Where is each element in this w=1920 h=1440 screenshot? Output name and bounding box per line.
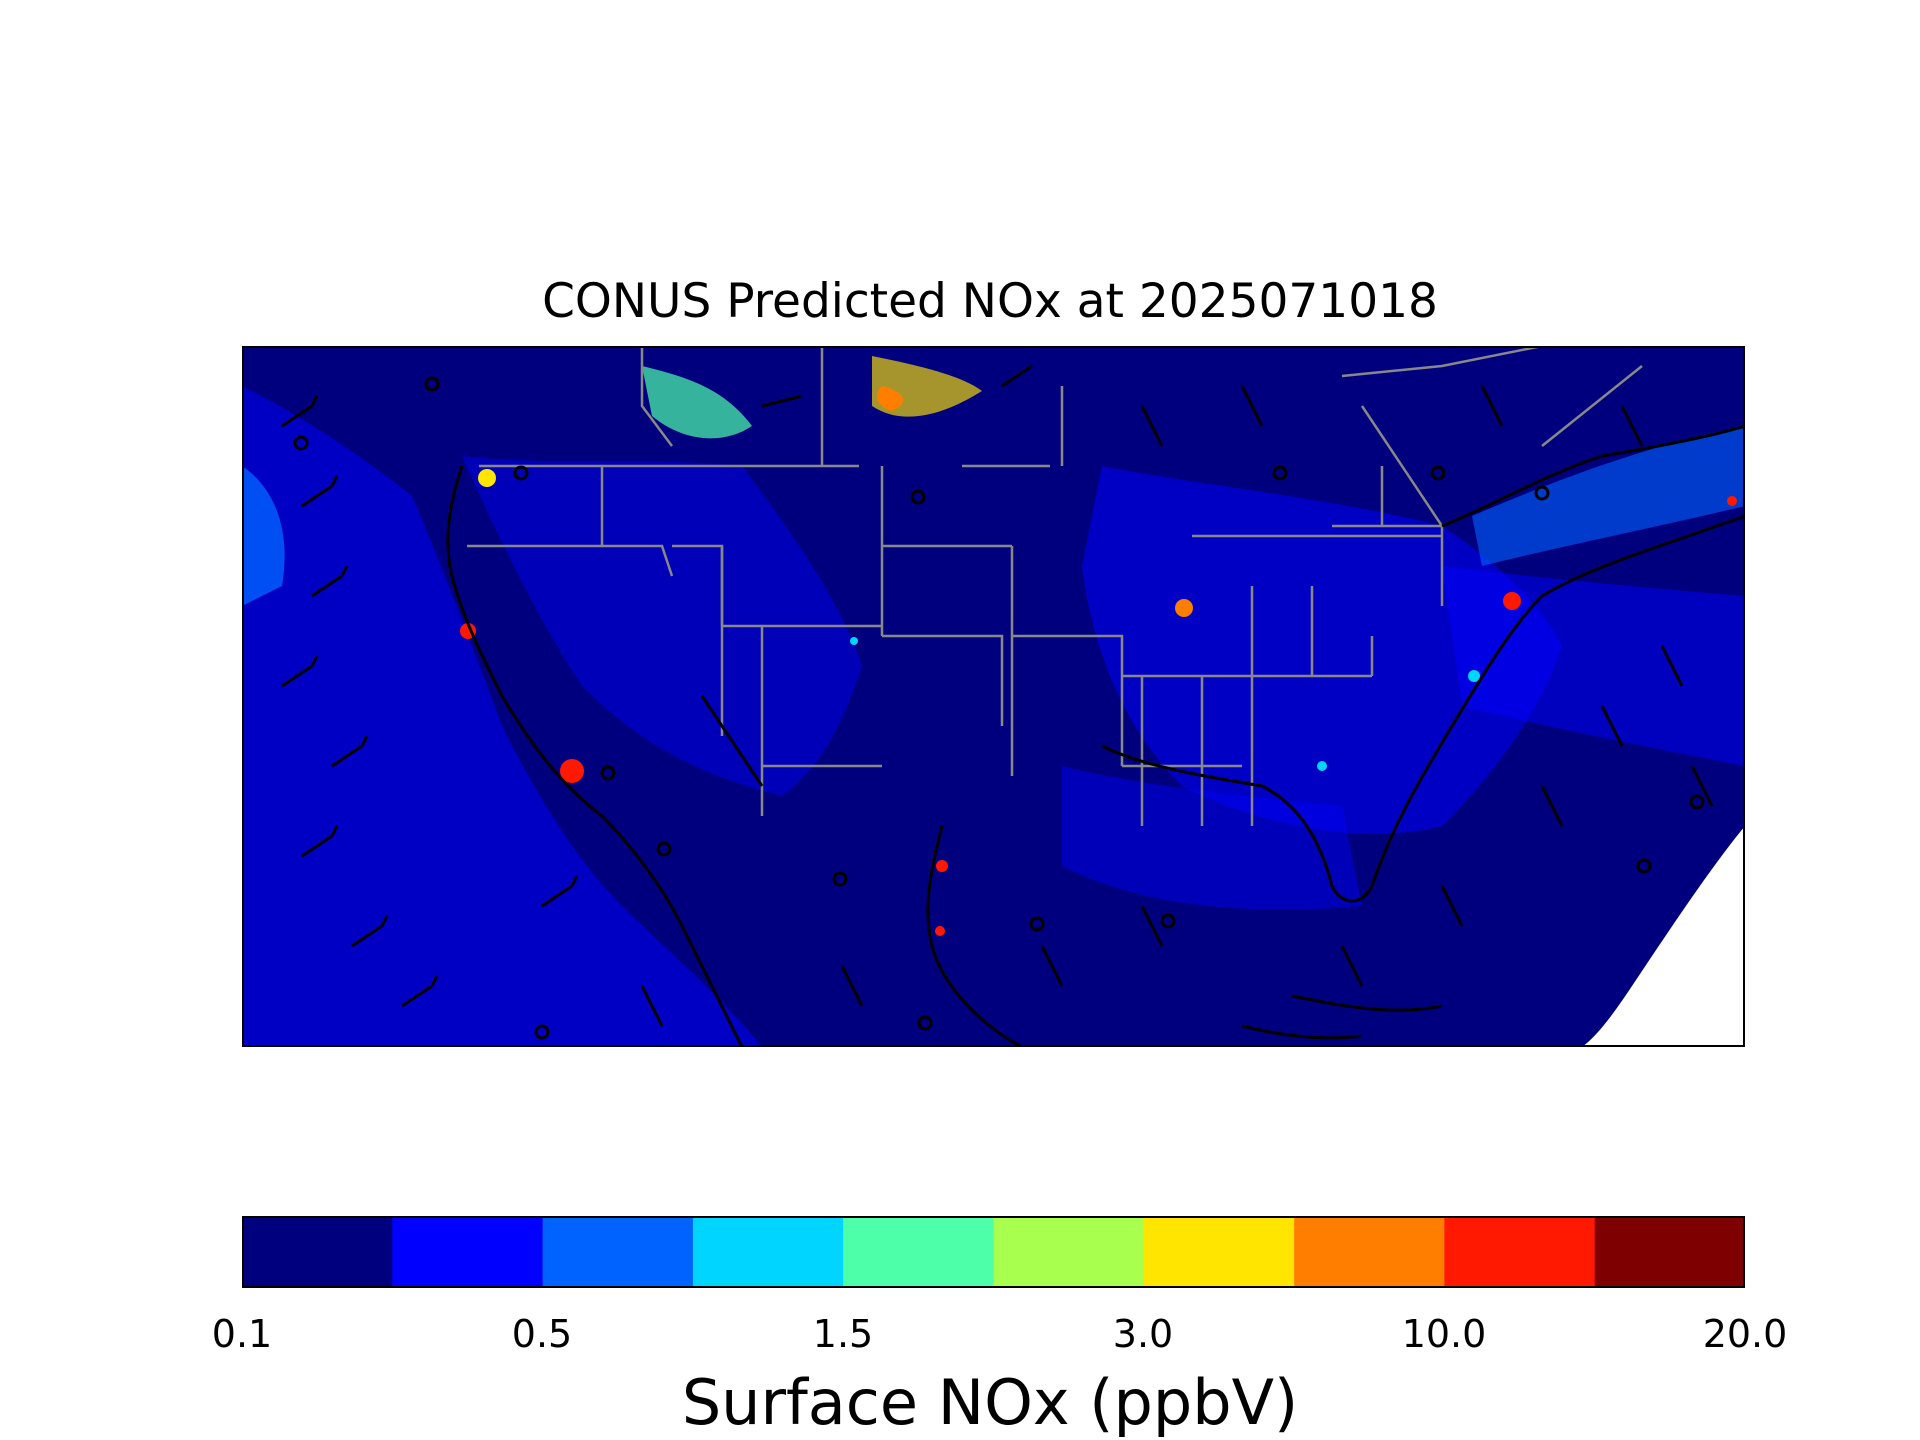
colorbar-bin [843, 1216, 995, 1288]
hotspot-la [560, 759, 584, 783]
hotspot-houston [936, 860, 948, 872]
hotspot-boston [1727, 496, 1737, 506]
colorbar-bin [242, 1216, 393, 1288]
colorbar-tick-label: 1.5 [812, 1312, 874, 1356]
colorbar-tick-label: 0.5 [511, 1312, 573, 1356]
hotspot-chicago [1175, 599, 1193, 617]
canada-fire-core [876, 386, 903, 411]
hotspot-nyc [1503, 592, 1521, 610]
colorbar-bin [1594, 1216, 1746, 1288]
colorbar-bin [993, 1216, 1145, 1288]
state-boundaries [467, 346, 1643, 826]
pacific-coastal-band [242, 466, 285, 606]
map-border [242, 346, 1745, 1047]
pacific-nox-plume [242, 386, 762, 1047]
colorbar-bin [1444, 1216, 1596, 1288]
calm-circles [293, 376, 1705, 1040]
hotspot-seattle [478, 469, 496, 487]
map-title: CONUS Predicted NOx at 2025071018 [542, 274, 1438, 329]
hotspot-atlanta [1317, 761, 1327, 771]
colorbar-bin [542, 1216, 694, 1288]
hotspot-denver [850, 637, 858, 645]
coastlines [446, 424, 1745, 1047]
canada-fire-plume [642, 366, 752, 439]
colorbar [242, 1216, 1746, 1288]
colorbar-bin [392, 1216, 544, 1288]
colorbar-tick-label: 3.0 [1112, 1312, 1174, 1356]
colorbar-tick-label: 20.0 [1702, 1312, 1788, 1356]
nox-map [242, 346, 1745, 1047]
wind-barbs [281, 364, 1714, 1027]
hotspot-dc [1468, 670, 1480, 682]
atlantic-plume [1442, 566, 1745, 766]
northeast-plume [1472, 426, 1745, 566]
out-of-domain [1582, 826, 1745, 1047]
colorbar-label: Surface NOx (ppbV) [681, 1366, 1299, 1439]
colorbar-tick-label: 10.0 [1401, 1312, 1487, 1356]
colorbar-border [242, 1216, 1745, 1288]
hotspot-mexico [935, 926, 945, 936]
colorbar-bin [1294, 1216, 1445, 1288]
colorbar-bin [1143, 1216, 1295, 1288]
colorbar-tick-label: 0.1 [211, 1312, 273, 1356]
colorbar-bin [692, 1216, 844, 1288]
